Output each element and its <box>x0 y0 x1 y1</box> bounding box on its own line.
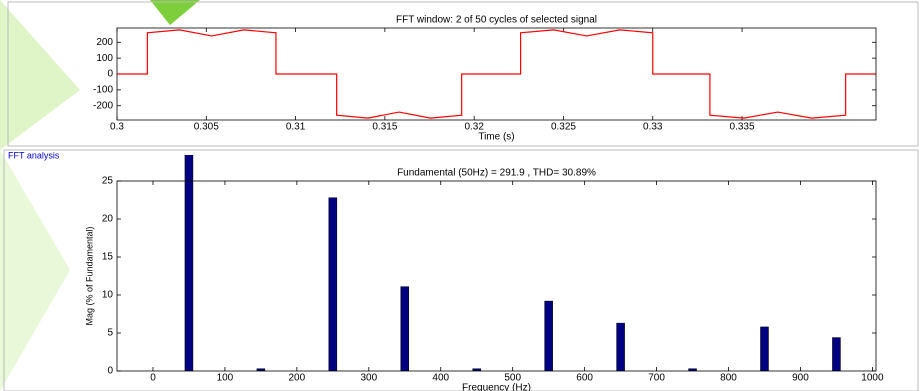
x-tick-label: 0.3 <box>110 122 124 133</box>
x-tick-label: 200 <box>289 373 306 384</box>
bar <box>544 300 553 371</box>
plot-frame <box>116 27 877 121</box>
x-tick-label: 0.315 <box>372 122 397 133</box>
bar <box>184 155 194 371</box>
x-axis-label: Frequency (Hz) <box>462 383 531 391</box>
y-axis-label: Mag (% of Fundamental) <box>84 226 94 325</box>
x-tick-label: 0.325 <box>551 122 576 133</box>
x-tick-label: 400 <box>432 373 449 384</box>
signal-line <box>117 29 876 119</box>
panel <box>7 1 919 147</box>
x-tick-label: 1000 <box>861 373 884 384</box>
x-tick-label: 0.32 <box>464 122 484 133</box>
y-tick-label: 0 <box>107 366 113 377</box>
y-tick-label: 10 <box>102 290 114 301</box>
x-tick-label: 0 <box>150 373 156 384</box>
bar <box>472 368 481 371</box>
y-tick-label: 0 <box>107 69 113 80</box>
y-tick-label: -200 <box>93 100 113 111</box>
bar <box>256 368 266 371</box>
y-tick-label: 200 <box>96 37 113 48</box>
x-tick-label: 300 <box>360 373 377 384</box>
x-axis-label: Time (s) <box>478 132 514 143</box>
x-tick-label: 0.31 <box>286 122 306 133</box>
decoration <box>0 0 80 150</box>
x-tick-label: 0.305 <box>194 122 219 133</box>
y-tick-label: 25 <box>102 176 114 187</box>
bar <box>760 326 769 371</box>
x-tick-label: 700 <box>648 373 665 384</box>
y-tick-label: 20 <box>102 214 114 225</box>
x-tick-label: 900 <box>792 373 809 384</box>
x-tick-label: 500 <box>504 373 521 384</box>
bar <box>688 368 697 371</box>
y-tick-label: 5 <box>107 328 113 339</box>
decoration <box>0 150 70 391</box>
y-tick-label: 100 <box>96 53 113 64</box>
bar <box>832 337 841 371</box>
x-tick-label: 100 <box>217 373 234 384</box>
x-tick-label: 600 <box>576 373 593 384</box>
x-tick-label: 0.335 <box>730 122 755 133</box>
bar <box>328 197 338 371</box>
x-tick-label: 0.33 <box>643 122 663 133</box>
bar <box>616 322 625 371</box>
chart-title: FFT window: 2 of 50 cycles of selected s… <box>396 15 597 26</box>
y-tick-label: -100 <box>93 85 113 96</box>
x-tick-label: 800 <box>720 373 737 384</box>
decoration <box>150 0 200 25</box>
bar <box>400 286 410 371</box>
panel-label: FFT analysis <box>8 150 60 160</box>
plot-frame <box>116 180 877 372</box>
panel <box>3 149 919 391</box>
chart-title: Fundamental (50Hz) = 291.9 , THD= 30.89% <box>397 168 596 179</box>
y-tick-label: 15 <box>102 252 114 263</box>
